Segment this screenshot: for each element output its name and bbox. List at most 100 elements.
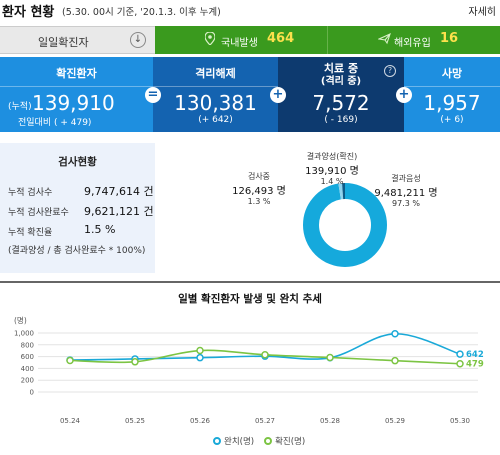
stat-released-sub: (+ 642) (198, 115, 233, 125)
x-tick-label: 05.26 (190, 417, 211, 425)
x-tick-label: 05.29 (385, 417, 405, 425)
line-chart: (명) 0 200 400 600 800 1,000 05.24 05.25 05.26 05.2… (14, 315, 484, 425)
stats-panel: 확진환자 (누적) 139,910 전일대비 ( + 479) 격리해제 130… (0, 57, 500, 132)
test-row-label: 누적 검사완료수 (8, 208, 69, 218)
stat-divider (153, 86, 278, 87)
legend-dot (213, 437, 221, 445)
plane-icon (377, 32, 391, 48)
donut-negative-pct: 97.3 % (392, 199, 420, 208)
stat-confirmed-sub: 전일대비 ( + 479) (18, 118, 92, 128)
tab-domestic-label: 국내발생 (221, 38, 258, 49)
download-icon[interactable]: ↓ (130, 32, 146, 48)
donut-label-testing: 검사중 126,493 명 1.3 % (224, 171, 294, 206)
y-tick-label: 200 (21, 377, 34, 385)
trend-chart-section: 일별 확진환자 발생 및 완치 추세 (명) 0 200 400 600 800 1,000… (0, 281, 500, 453)
donut-negative-label: 결과음성 (391, 174, 421, 183)
donut-chart (303, 183, 387, 267)
data-point[interactable] (391, 330, 399, 338)
test-row-value: 1.5 % (84, 223, 116, 236)
plus-icon: + (396, 87, 412, 103)
tabbar: 일일확진자 ↓ 국내발생 464 해외유입 16 (0, 26, 500, 54)
test-formula-note: (결과양성 / 총 검사완료수 * 100%) (8, 246, 146, 256)
data-point[interactable] (326, 353, 334, 362)
x-tick-label: 05.30 (450, 417, 470, 425)
donut-negative-value: 9,481,211 명 (374, 188, 438, 199)
data-point[interactable] (456, 350, 464, 358)
y-tick-label: 600 (21, 353, 34, 361)
legend-label: 확진(명) (275, 437, 306, 447)
test-result-donut: 결과양성(확진) 139,910 명 1.4 % 검사중 126,493 명 1… (160, 143, 500, 273)
equals-icon: = (145, 87, 161, 103)
stat-divider (404, 86, 500, 87)
stat-deceased-value: 1,957 (423, 91, 481, 115)
y-tick-label: 1,000 (14, 330, 34, 338)
donut-label-positive: 결과양성(확진) 139,910 명 1.4 % (292, 151, 372, 186)
donut-positive-pct: 1.4 % (320, 177, 344, 186)
y-axis-label: (명) (14, 315, 27, 325)
y-tick-label: 800 (21, 341, 34, 349)
tab-domestic-value: 464 (267, 31, 295, 46)
data-label: 642 (466, 350, 484, 360)
stat-confirmed-value: 139,910 (32, 91, 115, 115)
stat-deceased: 사망 1,957 (+ 6) (404, 57, 500, 132)
test-status-title: 검사현황 (58, 156, 97, 168)
donut-label-negative: 결과음성 9,481,211 명 97.3 % (366, 173, 446, 208)
stat-confirmed-prefix: (누적) (8, 102, 32, 112)
legend-item-confirmed[interactable]: 확진(명) (264, 435, 305, 447)
legend-item-recovered[interactable]: 완치(명) (213, 435, 254, 447)
more-link[interactable]: 자세히 (468, 7, 496, 18)
stat-deceased-sub: (+ 6) (440, 115, 464, 125)
donut-slice-testing (303, 183, 387, 267)
stat-confirmed: 확진환자 (누적) 139,910 전일대비 ( + 479) (0, 57, 153, 132)
data-point[interactable] (196, 353, 204, 362)
donut-positive-label: 결과양성(확진) (306, 152, 358, 161)
y-tick-label: 400 (21, 365, 34, 373)
donut-positive-value: 139,910 명 (305, 166, 359, 177)
legend-label: 완치(명) (224, 437, 255, 447)
x-tick-label: 05.24 (60, 417, 81, 425)
data-point[interactable] (196, 346, 204, 355)
donut-testing-pct: 1.3 % (247, 197, 271, 206)
x-tick-label: 05.25 (125, 417, 145, 425)
header: 환자 현황 (5.30. 00시 기준, '20.1.3. 이후 누계) 자세히 (0, 0, 500, 20)
test-row-label: 누적 검사수 (8, 188, 53, 198)
data-point[interactable] (261, 351, 269, 359)
tab-daily-confirmed[interactable]: 일일확진자 ↓ (0, 26, 155, 54)
map-pin-icon (204, 31, 216, 48)
basis-date: (5.30. 00시 기준, '20.1.3. 이후 누계) (62, 7, 221, 18)
test-row-label: 누적 확진율 (8, 228, 53, 238)
tab-overseas[interactable]: 해외유입 16 (327, 26, 500, 54)
x-tick-label: 05.28 (320, 417, 340, 425)
data-point[interactable] (66, 356, 74, 365)
chart-title: 일별 확진환자 발생 및 완치 추세 (178, 293, 322, 305)
plus-icon: + (270, 87, 286, 103)
donut-testing-label: 검사중 (247, 172, 271, 181)
tab-overseas-value: 16 (440, 31, 459, 46)
stat-released-value: 130,381 (174, 91, 257, 115)
data-label: 479 (466, 360, 484, 370)
data-point[interactable] (131, 358, 139, 366)
stat-treating-label-main: 치료 중 (323, 62, 359, 75)
y-tick-label: 0 (30, 389, 34, 397)
stat-treating-value: 7,572 (312, 91, 370, 115)
help-icon[interactable]: ? (384, 65, 396, 77)
stat-confirmed-label: 확진환자 (56, 67, 97, 80)
donut-testing-value: 126,493 명 (232, 186, 286, 197)
test-row-value: 9,747,614 건 (84, 185, 154, 198)
tab-daily-label: 일일확진자 (38, 36, 89, 49)
stat-released: 격리해제 130,381 (+ 642) (153, 57, 278, 132)
tab-domestic[interactable]: 국내발생 464 (155, 26, 327, 54)
x-tick-label: 05.27 (255, 417, 275, 425)
stat-divider (0, 86, 153, 87)
page-title: 환자 현황 (2, 5, 55, 20)
legend-dot (264, 437, 273, 445)
data-point[interactable] (391, 356, 399, 365)
test-row-value: 9,621,121 건 (84, 205, 154, 218)
stat-deceased-label: 사망 (441, 67, 463, 80)
stat-treating: 치료 중 (격리 중) ? 7,572 ( - 169) (278, 57, 404, 132)
data-point[interactable] (456, 359, 464, 368)
stat-treating-label-sub: (격리 중) (320, 76, 362, 87)
stat-released-label: 격리해제 (195, 67, 236, 80)
stat-treating-sub: ( - 169) (324, 115, 358, 125)
test-status-panel: 검사현황 누적 검사수 9,747,614 건 누적 검사완료수 9,621,1… (0, 143, 155, 273)
